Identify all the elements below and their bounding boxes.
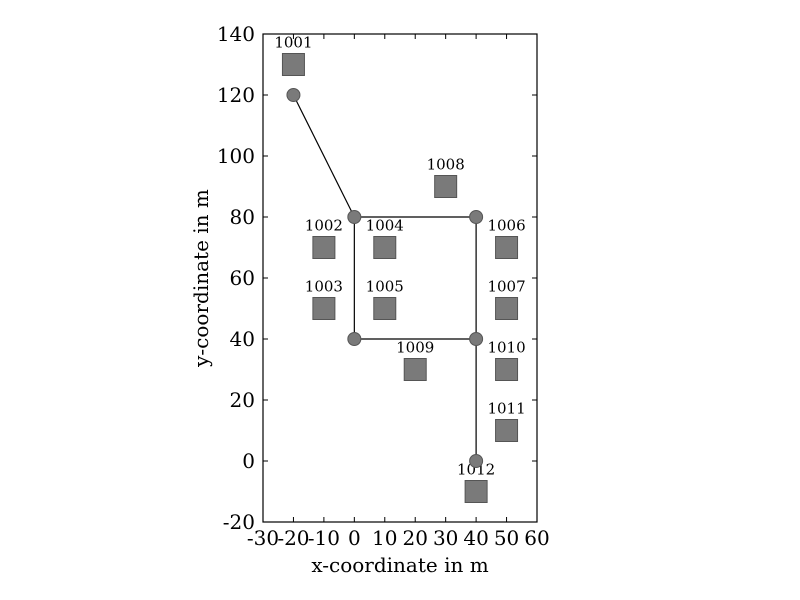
y-tick-label: 80 [230,205,255,229]
building-marker [464,480,488,503]
network-node [469,454,484,468]
y-tick-label: 100 [217,144,255,168]
building-label: 1006 [487,217,525,235]
y-axis-title: y-coordinate in m [189,189,213,368]
network-node [347,210,362,224]
x-tick-label: 60 [524,526,549,550]
building-label: 1008 [427,156,465,174]
building-label: 1005 [366,278,404,296]
building-label: 1004 [366,217,404,235]
x-tick-label: 40 [463,526,488,550]
building-label: 1012 [457,461,495,479]
x-tick-label: 10 [372,526,397,550]
nodes-layer [286,88,484,468]
building-label: 1002 [305,217,343,235]
building-marker [312,236,336,259]
y-tick-label: 0 [242,449,255,473]
building-marker [373,236,397,259]
x-tick-label: -10 [308,526,340,550]
x-tick-label: -20 [277,526,309,550]
building-label: 1011 [487,400,525,418]
building-marker [495,297,519,320]
network-edge [292,94,355,218]
network-node [286,88,301,102]
building-label: 1009 [396,339,434,357]
building-label: 1003 [305,278,343,296]
plot-frame [262,33,538,523]
x-tick-label: 0 [348,526,361,550]
edges-layer [292,94,477,461]
building-marker [434,175,458,198]
building-label: 1010 [487,339,525,357]
network-node [469,332,484,346]
y-tick-label: -20 [223,510,255,534]
building-marker [495,358,519,381]
building-marker [495,236,519,259]
y-tick-label: 140 [217,22,255,46]
building-marker [281,53,305,76]
x-tick-label: 50 [494,526,519,550]
building-marker [403,358,427,381]
building-marker [495,419,519,442]
ticks-layer: -30-20-10 0 10 20 30 40 50 60-20020406080100120… [217,22,550,550]
network-node [469,210,484,224]
network-node [347,332,362,346]
x-axis-title: x-coordinate in m [311,553,488,577]
y-tick-label: 60 [230,266,255,290]
x-tick-label: 30 [433,526,458,550]
buildings-layer: 1001 1002 1003 1004 1005 1006 1007 1008 1009 1010… [274,34,526,503]
y-tick-label: 120 [217,83,255,107]
building-marker [373,297,397,320]
x-tick-label: 20 [402,526,427,550]
y-tick-label: 40 [230,327,255,351]
x-tick-label: -30 [247,526,279,550]
building-label: 1001 [274,34,312,52]
building-label: 1007 [487,278,525,296]
y-tick-label: 20 [230,388,255,412]
building-marker [312,297,336,320]
